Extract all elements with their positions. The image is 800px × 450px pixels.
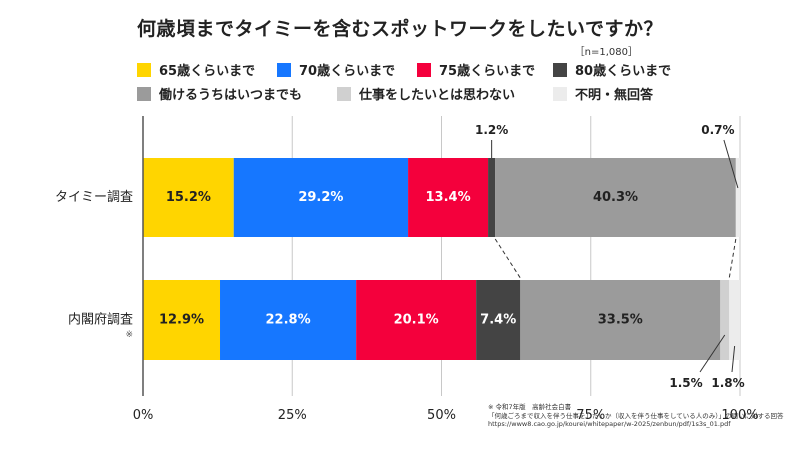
data-label: 33.5%	[598, 313, 643, 328]
legend-swatch	[137, 86, 151, 101]
leader-line	[731, 345, 736, 373]
legend-swatch	[337, 86, 351, 101]
data-label: 12.9%	[159, 313, 204, 328]
category-label: 内閣府調査	[68, 312, 133, 328]
legend-label: 働けるうちはいつまでも	[159, 88, 303, 103]
bar-segment	[495, 158, 736, 237]
bar-segment	[220, 280, 357, 360]
data-label-outside: 0.7%	[701, 123, 734, 137]
data-label-outside: 1.8%	[711, 376, 744, 390]
legend-swatch	[277, 62, 291, 77]
legend-swatch	[553, 62, 567, 77]
bar-segment	[408, 158, 489, 237]
bar-segment	[720, 280, 730, 360]
footnote-url: https://www8.cao.go.jp/kourei/whitepaper…	[488, 420, 731, 428]
legend-item-unknown: 不明・無回答	[553, 84, 653, 103]
footnote-question: 「何歳ごろまで収入を伴う仕事をしたいか（収入を伴う仕事をしている人のみ）」の問い…	[488, 411, 784, 420]
bar-segment	[356, 280, 477, 360]
footnote-source: ※ 令和7年版 高齢社会白書	[488, 403, 572, 411]
sample-size: ［n=1,080］	[574, 47, 638, 58]
legend-label: 80歳くらいまで	[575, 64, 672, 79]
connector-line	[494, 238, 521, 279]
legend-item-no-work: 仕事をしたいとは思わない	[337, 84, 515, 103]
bar-segment	[476, 280, 521, 360]
leader-line	[723, 139, 739, 189]
legend-label: 不明・無回答	[575, 88, 654, 103]
data-label: 20.1%	[394, 313, 439, 328]
x-tick-label: 50%	[427, 408, 456, 423]
x-tick-label: 75%	[576, 408, 605, 423]
data-label: 15.2%	[166, 190, 211, 205]
legend-swatch	[417, 62, 431, 77]
legend-label: 70歳くらいまで	[299, 64, 396, 79]
category-label: タイミー調査	[55, 190, 133, 205]
bar-segment	[143, 280, 221, 360]
connector-line	[728, 238, 737, 279]
bar-segment	[143, 158, 234, 237]
legend-item-70: 70歳くらいまで	[277, 60, 395, 79]
x-tick-label: 25%	[278, 408, 307, 423]
bar-segment	[233, 158, 409, 237]
legend-item-80: 80歳くらいまで	[553, 60, 671, 79]
x-tick-label: 100%	[721, 408, 758, 423]
footnote: ※ 令和7年版 高齢社会白書 「何歳ごろまで収入を伴う仕事をしたいか（収入を伴う…	[488, 403, 784, 429]
legend-label: 仕事をしたいとは思わない	[359, 88, 516, 103]
legend-swatch	[553, 86, 567, 101]
bar-segment	[729, 280, 740, 360]
bar-segment	[520, 280, 721, 360]
data-label: 22.8%	[266, 313, 311, 328]
legend-label: 75歳くらいまで	[439, 64, 536, 79]
data-label-outside: 1.5%	[669, 376, 702, 390]
legend-item-75: 75歳くらいまで	[417, 60, 535, 79]
leader-line	[699, 334, 726, 373]
x-tick-label: 0%	[133, 408, 154, 423]
legend-item-65: 65歳くらいまで	[137, 60, 255, 79]
chart-title: 何歳頃までタイミーを含むスポットワークをしたいですか？	[137, 18, 663, 40]
legend-label: 65歳くらいまで	[159, 64, 256, 79]
bar-segment	[735, 158, 740, 237]
data-label: 7.4%	[480, 313, 516, 328]
data-label-outside: 1.2%	[475, 123, 508, 137]
data-label: 40.3%	[593, 190, 638, 205]
data-label: 13.4%	[426, 190, 471, 205]
data-label: 29.2%	[298, 190, 343, 205]
bar-segment	[488, 158, 496, 237]
legend-swatch	[137, 62, 151, 77]
legend-item-forever: 働けるうちはいつまでも	[137, 84, 302, 103]
category-note-mark: ※	[125, 330, 133, 340]
